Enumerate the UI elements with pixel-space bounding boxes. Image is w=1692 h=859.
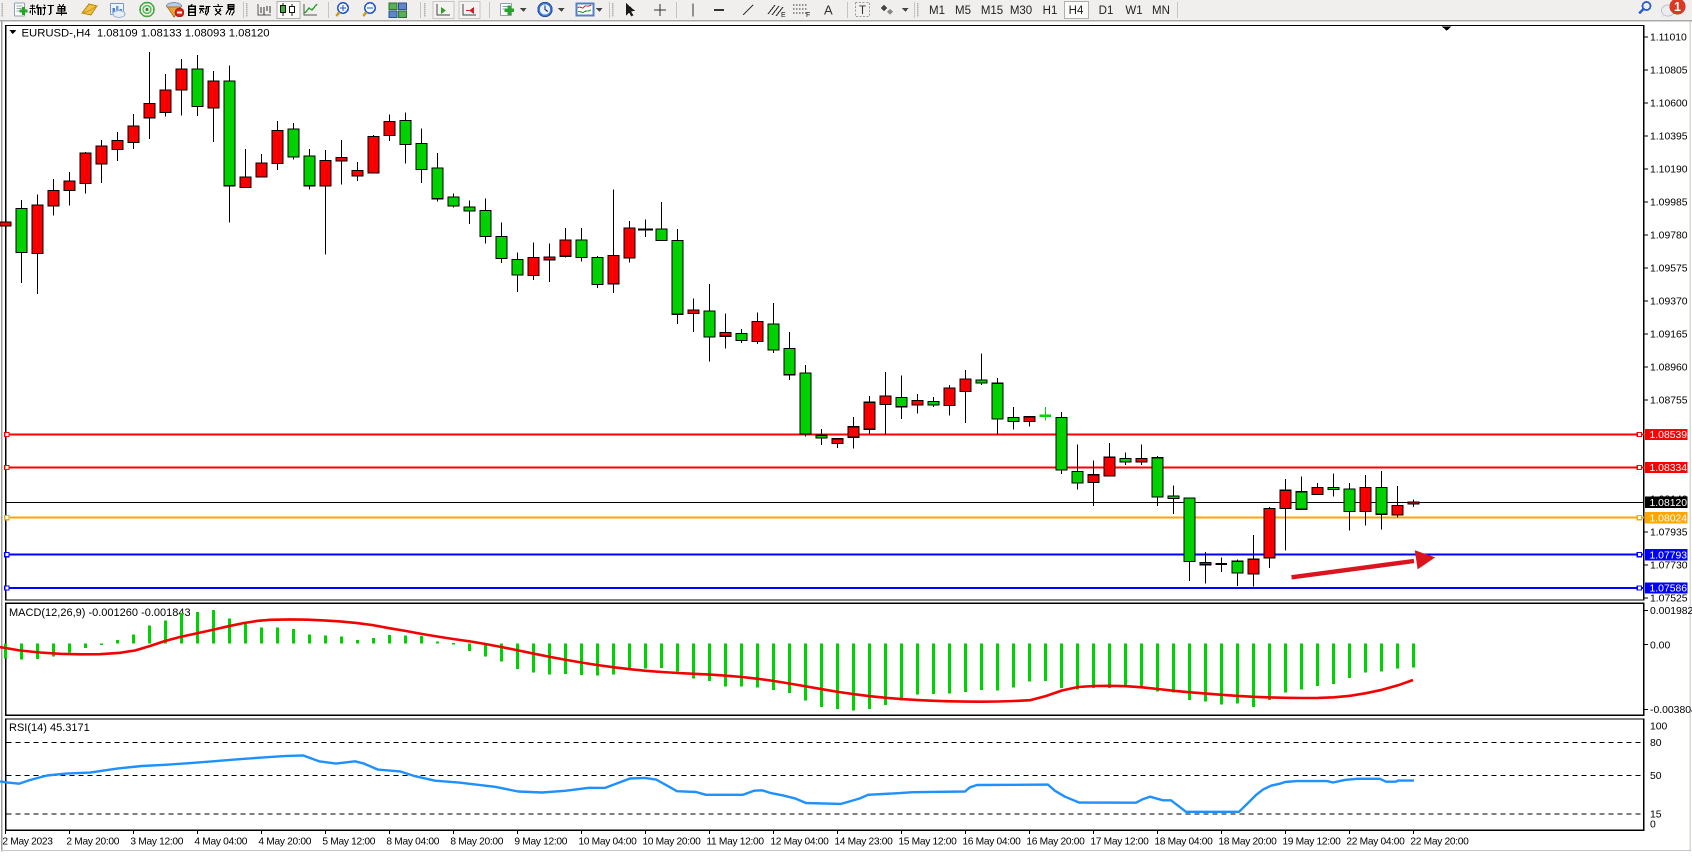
- svg-text:EURUSD-,H4 1.08109 1.08133 1.: EURUSD-,H4 1.08109 1.08133 1.08093 1.081…: [22, 27, 270, 39]
- svg-text:M30: M30: [1010, 5, 1032, 17]
- svg-text:1.10805: 1.10805: [1650, 66, 1688, 77]
- svg-text:T: T: [859, 5, 866, 17]
- svg-text:F: F: [806, 12, 810, 19]
- svg-text:1.07586: 1.07586: [1650, 584, 1688, 595]
- svg-text:9 May 12:00: 9 May 12:00: [514, 837, 567, 848]
- svg-text:W1: W1: [1125, 5, 1142, 17]
- svg-text:22 May 04:00: 22 May 04:00: [1346, 837, 1405, 848]
- svg-text:10 May 20:00: 10 May 20:00: [642, 837, 701, 848]
- svg-text:1.07730: 1.07730: [1650, 561, 1688, 572]
- svg-text:18 May 20:00: 18 May 20:00: [1218, 837, 1277, 848]
- svg-text:8 May 20:00: 8 May 20:00: [450, 837, 503, 848]
- svg-text:2 May 2023: 2 May 2023: [2, 837, 53, 848]
- svg-text:1.09985: 1.09985: [1650, 198, 1688, 209]
- svg-text:1.10395: 1.10395: [1650, 132, 1688, 143]
- svg-text:1.10600: 1.10600: [1650, 99, 1688, 110]
- svg-text:10 May 04:00: 10 May 04:00: [578, 837, 637, 848]
- svg-text:16 May 04:00: 16 May 04:00: [962, 837, 1021, 848]
- svg-text:-0.003804: -0.003804: [1650, 705, 1692, 716]
- svg-text:1.08024: 1.08024: [1650, 513, 1688, 524]
- svg-text:8 May 04:00: 8 May 04:00: [386, 837, 439, 848]
- svg-text:4 May 20:00: 4 May 20:00: [258, 837, 311, 848]
- svg-text:22 May 20:00: 22 May 20:00: [1410, 837, 1469, 848]
- svg-text:50: 50: [1650, 771, 1662, 782]
- svg-text:H1: H1: [1043, 5, 1058, 17]
- svg-text:1.07935: 1.07935: [1650, 528, 1688, 539]
- svg-text:1.10190: 1.10190: [1650, 165, 1688, 176]
- svg-text:19 May 12:00: 19 May 12:00: [1282, 837, 1341, 848]
- svg-text:80: 80: [1650, 738, 1662, 749]
- svg-text:3 May 12:00: 3 May 12:00: [130, 837, 183, 848]
- svg-text:2 May 20:00: 2 May 20:00: [66, 837, 119, 848]
- svg-text:1.08120: 1.08120: [1650, 498, 1688, 509]
- svg-text:17 May 12:00: 17 May 12:00: [1090, 837, 1149, 848]
- svg-text:M15: M15: [981, 5, 1003, 17]
- svg-text:1.09165: 1.09165: [1650, 330, 1688, 341]
- svg-text:15 May 12:00: 15 May 12:00: [898, 837, 957, 848]
- svg-text:11 May 12:00: 11 May 12:00: [706, 837, 764, 848]
- svg-text:M1: M1: [929, 5, 945, 17]
- svg-text:15: 15: [1650, 810, 1662, 821]
- svg-text:1.07793: 1.07793: [1650, 550, 1688, 561]
- svg-text:1.09780: 1.09780: [1650, 231, 1688, 242]
- svg-text:16 May 20:00: 16 May 20:00: [1026, 837, 1085, 848]
- svg-text:1.08334: 1.08334: [1650, 463, 1688, 474]
- svg-text:1.08539: 1.08539: [1650, 430, 1688, 441]
- svg-text:100: 100: [1650, 722, 1668, 733]
- svg-text:0.001982: 0.001982: [1650, 606, 1692, 617]
- svg-text:0: 0: [1650, 819, 1656, 830]
- svg-text:1.09575: 1.09575: [1650, 264, 1688, 275]
- svg-text:D1: D1: [1099, 5, 1114, 17]
- svg-text:14 May 23:00: 14 May 23:00: [834, 837, 893, 848]
- svg-text:MN: MN: [1152, 5, 1170, 17]
- svg-text:RSI(14) 45.3171: RSI(14) 45.3171: [9, 722, 90, 734]
- svg-text:E: E: [781, 12, 786, 19]
- svg-text:A: A: [824, 3, 833, 18]
- svg-text:5 May 12:00: 5 May 12:00: [322, 837, 375, 848]
- svg-text:1: 1: [1674, 0, 1681, 14]
- svg-text:12 May 04:00: 12 May 04:00: [770, 837, 829, 848]
- svg-text:0.00: 0.00: [1650, 640, 1670, 651]
- svg-text:1.08755: 1.08755: [1650, 396, 1688, 407]
- svg-text:1.07525: 1.07525: [1650, 594, 1688, 605]
- svg-text:18 May 04:00: 18 May 04:00: [1154, 837, 1213, 848]
- svg-text:1.11010: 1.11010: [1650, 33, 1687, 44]
- svg-text:M5: M5: [955, 5, 971, 17]
- svg-text:4 May 04:00: 4 May 04:00: [194, 837, 247, 848]
- svg-text:1.09370: 1.09370: [1650, 297, 1688, 308]
- svg-text:1.08960: 1.08960: [1650, 363, 1688, 374]
- svg-text:H4: H4: [1069, 5, 1084, 17]
- svg-text:MACD(12,26,9) -0.001260 -0.001: MACD(12,26,9) -0.001260 -0.001843: [9, 607, 191, 619]
